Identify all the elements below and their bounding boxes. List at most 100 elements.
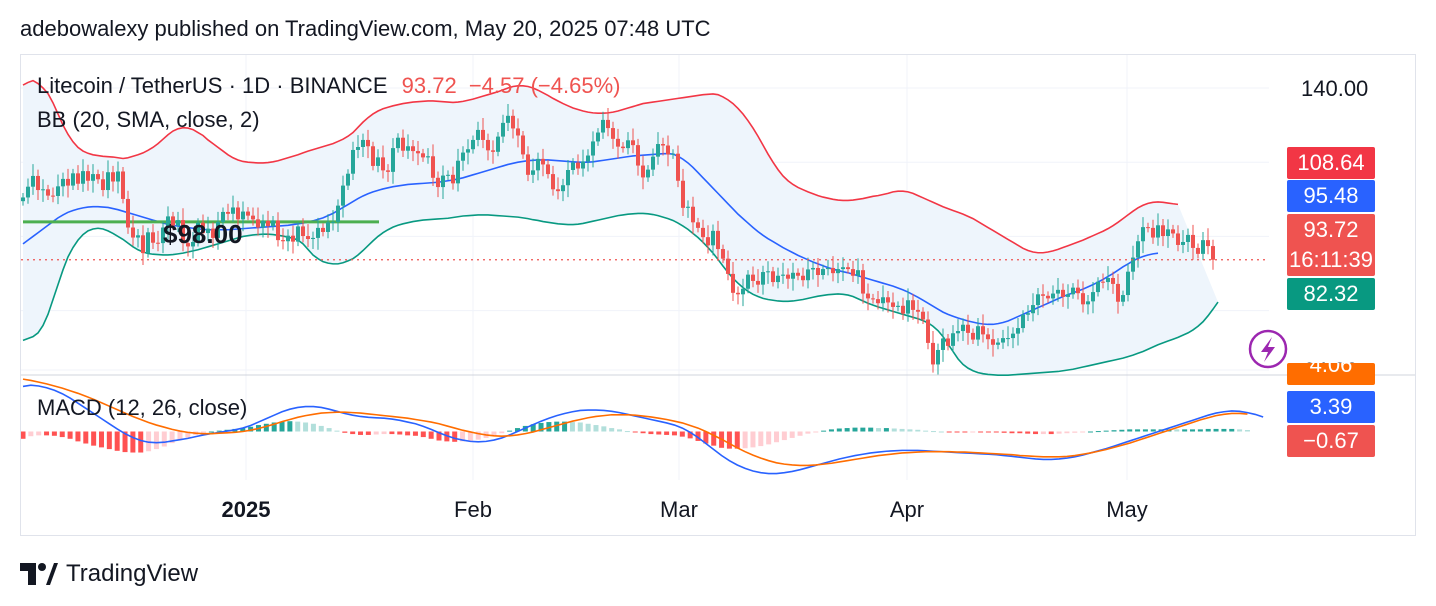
signal-line (22, 378, 1248, 467)
candle-body (211, 228, 215, 238)
macd-histogram-bar (51, 431, 57, 436)
macd-histogram-bar (1182, 429, 1188, 432)
candle-body (241, 211, 245, 220)
macd-histogram-bar (397, 431, 403, 435)
time-label-apr: Apr (889, 497, 925, 522)
candle-body (71, 173, 75, 186)
candle-body (706, 237, 710, 246)
candle-body (131, 227, 135, 238)
candle-body (226, 211, 230, 214)
candle-body (511, 115, 515, 129)
candle-body (1176, 233, 1180, 245)
macd-histogram-bar (569, 422, 575, 432)
candle-body (91, 174, 95, 181)
candle-body (51, 195, 55, 197)
candle-body (366, 139, 370, 147)
tradingview-logo[interactable]: TradingView (20, 560, 198, 588)
candle-body (1116, 283, 1120, 302)
candle-body (1081, 293, 1085, 305)
candle-body (246, 211, 250, 216)
candle-body (1086, 301, 1090, 305)
macd-tag: 3.39 (1287, 391, 1375, 423)
macd-histogram-bar (1127, 429, 1133, 432)
macd-histogram-bar (499, 431, 505, 434)
candle-body (346, 173, 350, 186)
candle-body (1126, 271, 1130, 296)
candle-body (326, 222, 330, 232)
candle-body (311, 237, 315, 240)
macd-histogram-bar (883, 428, 889, 432)
macd-histogram-bar (507, 430, 513, 432)
candle-body (436, 177, 440, 188)
macd-histogram-bar (216, 430, 222, 432)
candle-body (1146, 227, 1150, 229)
candle-body (1201, 240, 1205, 254)
candle-body (616, 138, 620, 147)
macd-histogram-bar (1111, 430, 1117, 432)
candle-body (806, 269, 810, 281)
last-price-tag: 93.72 16:11:39 (1287, 214, 1375, 276)
macd-legend[interactable]: MACD (12, 26, close) (37, 395, 248, 420)
candle-body (846, 267, 850, 270)
macd-histogram-bar (44, 431, 50, 436)
macd-histogram-bar (985, 431, 991, 433)
candle-body (686, 206, 690, 208)
candle-body (541, 158, 545, 165)
candle-body (811, 267, 815, 270)
candle-body (536, 158, 540, 171)
candle-body (121, 171, 125, 199)
bb-legend[interactable]: BB (20, SMA, close, 2) (37, 107, 260, 132)
candle-body (351, 149, 355, 174)
candle-body (1061, 289, 1065, 297)
lightning-icon[interactable] (1248, 329, 1288, 369)
candle-body (566, 170, 570, 186)
candle-body (576, 162, 580, 169)
candle-body (816, 267, 820, 276)
symbol-legend[interactable]: Litecoin / TetherUS · 1D · BINANCE 93.72… (37, 73, 620, 99)
macd-histogram-bar (695, 431, 701, 441)
candle-body (876, 299, 880, 304)
macd-histogram-bar (201, 431, 207, 433)
candle-body (516, 128, 520, 136)
macd-histogram-bar (436, 431, 442, 441)
macd-histogram-bar (1119, 429, 1125, 432)
macd-histogram-bar (169, 431, 175, 444)
candle-body (141, 235, 145, 254)
candle-body (1106, 277, 1110, 283)
macd-histogram-bar (21, 431, 26, 439)
candle-body (336, 205, 340, 222)
bb-fill-area (23, 80, 1218, 376)
macd-histogram-bar (711, 431, 717, 446)
candle-body (186, 243, 190, 247)
tradingview-logo-icon (20, 563, 58, 585)
candle-body (546, 164, 550, 175)
candle-body (1171, 229, 1175, 234)
candle-body (936, 349, 940, 365)
chart-panel[interactable]: Litecoin / TetherUS · 1D · BINANCE 93.72… (20, 54, 1416, 536)
macd-histogram-bar (389, 431, 395, 435)
time-label-feb: Feb (454, 497, 492, 522)
macd-histogram-bar (342, 431, 348, 433)
candle-body (361, 139, 365, 147)
candle-body (851, 269, 855, 276)
macd-histogram-bar (562, 421, 568, 432)
candle-body (456, 160, 460, 184)
macd-histogram-bar (358, 431, 364, 435)
candle-body (596, 132, 600, 142)
candle-body (971, 332, 975, 340)
candle-body (506, 115, 510, 123)
candle-body (646, 169, 650, 178)
candle-body (206, 228, 210, 234)
candle-body (236, 207, 240, 220)
candle-body (356, 146, 360, 150)
bollinger-band-fill (23, 80, 1218, 376)
chart-canvas[interactable] (21, 55, 1416, 536)
macd-histogram-bar (844, 428, 850, 432)
candle-body (1036, 294, 1040, 306)
candle-body (581, 161, 585, 169)
candle-body (1076, 287, 1080, 294)
candle-body (176, 220, 180, 226)
candle-body (1166, 229, 1170, 237)
candle-body (966, 324, 970, 333)
price-tick-140: 140.00 (1301, 76, 1369, 101)
